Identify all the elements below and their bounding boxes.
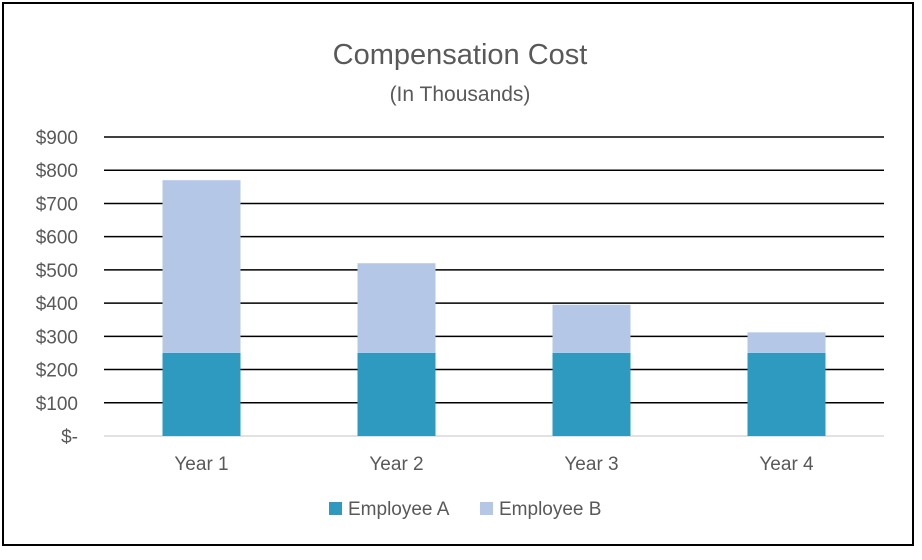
- y-tick-label: $600: [36, 228, 78, 249]
- y-tick-label: $300: [36, 327, 78, 348]
- compensation-cost-chart: Compensation Cost (In Thousands) $-$100$…: [36, 39, 884, 520]
- bar-employee-a-year-2: [357, 352, 436, 436]
- bars: [162, 180, 826, 436]
- legend-swatch-employee-b: [480, 502, 493, 515]
- bar-employee-a-year-3: [552, 352, 631, 436]
- y-tick-label: $-: [61, 427, 78, 448]
- legend: Employee A Employee B: [329, 499, 601, 520]
- y-tick-label: $800: [36, 161, 78, 182]
- y-tick-label: $100: [36, 394, 78, 415]
- bar-employee-b-year-4: [747, 332, 826, 353]
- y-axis-ticks: $- $100 $200 $300 $400 $500 $600 $700 $800 $900: [36, 128, 78, 448]
- x-tick-label: Year 2: [369, 454, 423, 475]
- x-axis-ticks: Year 1 Year 2 Year 3 Year 4: [174, 454, 814, 475]
- bar-employee-b-year-1: [162, 180, 241, 353]
- y-tick-label: $200: [36, 361, 78, 382]
- chart-frame: Compensation Cost (In Thousands) $- $100 $…: [2, 2, 914, 546]
- legend-swatch-employee-a: [329, 502, 342, 515]
- x-tick-label: Year 1: [174, 454, 228, 475]
- bar-employee-a-year-4: [747, 352, 826, 436]
- chart-title: Compensation Cost: [333, 39, 588, 71]
- x-tick-label: Year 3: [564, 454, 618, 475]
- y-tick-label: $700: [36, 194, 78, 215]
- y-tick-label: $500: [36, 261, 78, 282]
- chart-subtitle: (In Thousands): [390, 83, 531, 106]
- bar-employee-b-year-2: [357, 263, 436, 353]
- legend-label: Employee A: [348, 499, 450, 520]
- legend-label: Employee B: [499, 499, 601, 520]
- x-tick-label: Year 4: [759, 454, 814, 475]
- bar-employee-b-year-3: [552, 304, 631, 353]
- y-tick-label: $900: [36, 128, 78, 149]
- bar-employee-a-year-1: [162, 352, 241, 436]
- y-tick-label: $400: [36, 294, 78, 315]
